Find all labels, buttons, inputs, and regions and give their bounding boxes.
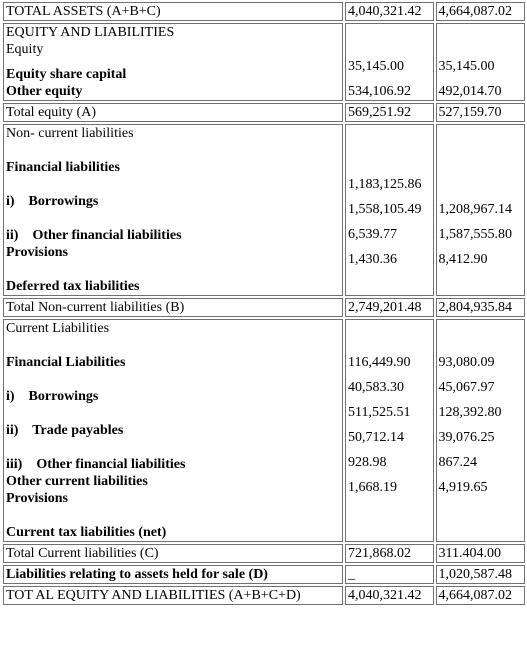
value-previous-year: 39,076.25 bbox=[438, 430, 495, 445]
row-label: Current tax liabilities (net) bbox=[6, 525, 167, 540]
value-previous-year: 867.24 bbox=[438, 455, 478, 470]
value-current-year: 50,712.14 bbox=[347, 430, 404, 445]
value-previous-year: 311.404.00 bbox=[435, 544, 525, 563]
value-current-year: 1,430.36 bbox=[347, 252, 397, 267]
value-previous-year: 93,080.09 bbox=[438, 355, 495, 370]
value-previous-year: 4,919.65 bbox=[438, 480, 488, 495]
value-previous-year: 1,587,555.80 bbox=[438, 227, 513, 242]
value-current-year: 116,449.90 bbox=[347, 355, 411, 370]
subsection-heading: Equity bbox=[6, 42, 44, 57]
value-previous-year: 128,392.80 bbox=[438, 405, 502, 420]
table-row-total-current: Total Current liabilities (C) 721,868.02… bbox=[3, 544, 525, 563]
row-label: Total equity (A) bbox=[3, 103, 343, 122]
value-current-year: 511,525.51 bbox=[347, 405, 411, 420]
value-current-year: 534,106.92 bbox=[347, 84, 411, 99]
value-previous-year bbox=[439, 176, 523, 193]
row-label: iii) Other financial liabilities bbox=[6, 457, 186, 472]
section-heading: EQUITY AND LIABILITIES bbox=[6, 25, 175, 40]
row-label: Other equity bbox=[6, 84, 83, 99]
value-previous-year: 1,020,587.48 bbox=[435, 565, 525, 584]
value-previous-year: 4,664,087.02 bbox=[435, 586, 525, 605]
row-label: Equity share capital bbox=[6, 67, 127, 82]
value-previous-year: 4,664,087.02 bbox=[435, 2, 525, 21]
value-current-year: 721,868.02 bbox=[344, 544, 434, 563]
value-current-year: 2,749,201.48 bbox=[344, 298, 434, 317]
row-label: Total Non-current liabilities (B) bbox=[3, 298, 343, 317]
row-label: Other current liabilities bbox=[6, 474, 148, 489]
value-previous-year: 1,208,967.14 bbox=[438, 202, 513, 217]
subsection-heading: Financial liabilities bbox=[6, 160, 120, 175]
value-current-year: 569,251.92 bbox=[344, 103, 434, 122]
balance-sheet-table: TOTAL ASSETS (A+B+C) 4,040,321.42 4,664,… bbox=[1, 0, 527, 607]
row-label: Liabilities relating to assets held for … bbox=[3, 565, 343, 584]
row-label: Deferred tax liabilities bbox=[6, 279, 140, 294]
row-label: ii) Trade payables bbox=[6, 423, 124, 438]
row-label: i) Borrowings bbox=[6, 389, 99, 404]
section-heading: Non- current liabilities bbox=[6, 126, 134, 141]
subsection-heading: Financial Liabilities bbox=[6, 355, 126, 370]
row-label: i) Borrowings bbox=[6, 194, 99, 209]
table-row-total-assets: TOTAL ASSETS (A+B+C) 4,040,321.42 4,664,… bbox=[3, 2, 525, 21]
value-current-year: 1,558,105.49 bbox=[347, 202, 422, 217]
table-row-total-equity: Total equity (A) 569,251.92 527,159.70 bbox=[3, 103, 525, 122]
value-previous-year: 8,412.90 bbox=[438, 252, 488, 267]
value-current-year: 4,040,321.42 bbox=[344, 586, 434, 605]
row-label: Provisions bbox=[6, 491, 68, 506]
table-row-equity: EQUITY AND LIABILITIES Equity Equity sha… bbox=[3, 23, 525, 101]
value-current-year: 40,583.30 bbox=[347, 380, 404, 395]
value-current-year: 35,145.00 bbox=[347, 59, 404, 74]
row-label: Provisions bbox=[6, 245, 68, 260]
row-label: Total Current liabilities (C) bbox=[3, 544, 343, 563]
value-previous-year: 527,159.70 bbox=[435, 103, 525, 122]
table-row-total-equity-liabilities: TOT AL EQUITY AND LIABILITIES (A+B+C+D) … bbox=[3, 586, 525, 605]
value-current-year: 928.98 bbox=[347, 455, 387, 470]
row-label: TOTAL ASSETS (A+B+C) bbox=[3, 2, 343, 21]
value-previous-year: 45,067.97 bbox=[438, 380, 495, 395]
row-label: ii) Other financial liabilities bbox=[6, 228, 182, 243]
value-current-year: 6,539.77 bbox=[347, 227, 397, 242]
value-current-year: 4,040,321.42 bbox=[344, 2, 434, 21]
value-previous-year: 492,014.70 bbox=[438, 84, 502, 99]
value-previous-year: 35,145.00 bbox=[438, 59, 495, 74]
section-heading: Current Liabilities bbox=[6, 321, 110, 336]
table-row-total-noncurrent: Total Non-current liabilities (B) 2,749,… bbox=[3, 298, 525, 317]
value-current-year: _ bbox=[344, 565, 434, 584]
value-previous-year: 2,804,935.84 bbox=[435, 298, 525, 317]
value-current-year: 1,668.19 bbox=[347, 480, 397, 495]
value-current-year: 1,183,125.86 bbox=[347, 177, 422, 192]
row-label: TOT AL EQUITY AND LIABILITIES (A+B+C+D) bbox=[3, 586, 343, 605]
table-row-current: Current Liabilities Financial Liabilitie… bbox=[3, 319, 525, 542]
table-row-held-for-sale: Liabilities relating to assets held for … bbox=[3, 565, 525, 584]
table-row-noncurrent: Non- current liabilities Financial liabi… bbox=[3, 124, 525, 296]
